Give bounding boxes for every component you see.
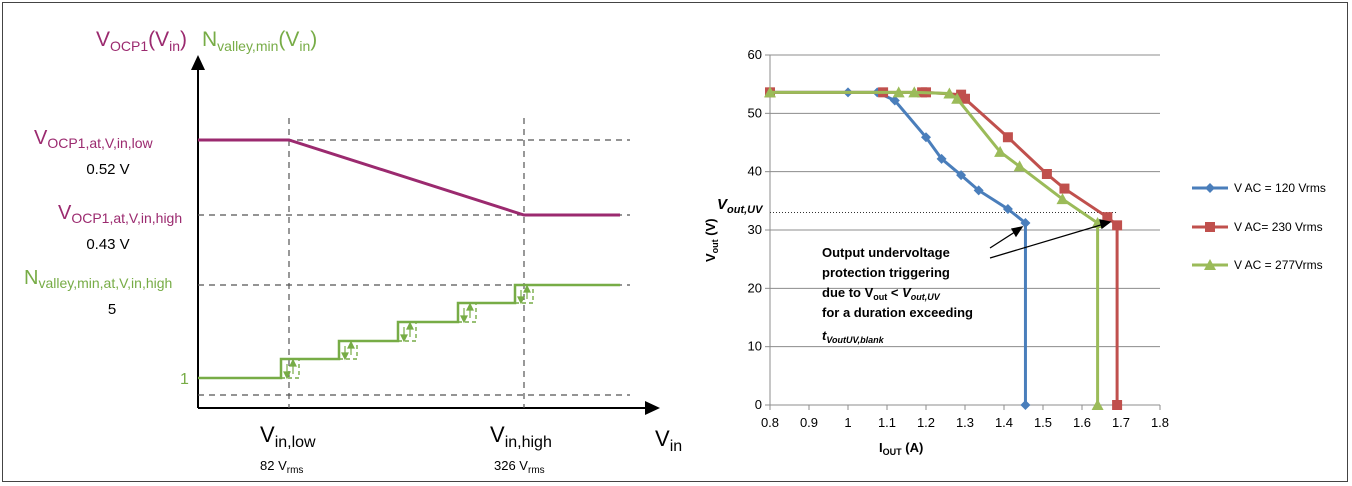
legend-item-1: V AC = 120 Vrms xyxy=(1192,181,1326,195)
annotation-line-1: Output undervoltage xyxy=(822,245,950,260)
data-point-3 xyxy=(892,86,905,98)
ocp-curve xyxy=(198,138,620,217)
data-point-1 xyxy=(1020,218,1031,228)
legend-swatch-marker xyxy=(1204,259,1216,270)
data-point-2 xyxy=(1002,132,1013,143)
data-point-3 xyxy=(1056,193,1069,205)
y-tick-label: 50 xyxy=(748,105,762,120)
annotation-line-5: tVoutUV,blank xyxy=(822,328,885,345)
data-point-3 xyxy=(908,86,921,98)
x-label-vin-low: Vin,low xyxy=(260,422,316,451)
x-title-vin: Vin xyxy=(655,426,682,455)
x-axis-title: IOUT (A) xyxy=(879,440,923,457)
valley-high-value: 5 xyxy=(108,301,116,318)
data-point-3 xyxy=(951,92,964,104)
uv-annotation: Output undervoltage protection triggerin… xyxy=(822,245,973,345)
series-3 xyxy=(764,86,1104,410)
data-point-2 xyxy=(1059,183,1070,194)
x-tick-label: 1.7 xyxy=(1112,415,1130,430)
chart-series xyxy=(764,86,1123,410)
data-point-3 xyxy=(994,145,1007,157)
chart-axes xyxy=(765,54,1161,410)
legend-label: V AC = 277Vrms xyxy=(1234,258,1323,272)
legend-item-2: V AC= 230 Vrms xyxy=(1192,220,1323,234)
x-tick-label: 1.8 xyxy=(1151,415,1169,430)
legend-label: V AC = 120 Vrms xyxy=(1234,181,1326,195)
x-tick-label: 0.9 xyxy=(800,415,818,430)
annotation-line-3: due to Vout < Vout,UV xyxy=(822,285,941,302)
data-point-3 xyxy=(764,86,776,98)
ocp-low-value: 0.52 V xyxy=(86,161,129,178)
x-tick-label: 1.3 xyxy=(956,415,974,430)
valley-staircase xyxy=(198,283,620,380)
valley-high-label: Nvalley,min,at,V,in,high xyxy=(24,267,172,291)
x-tick-label: 1.6 xyxy=(1073,415,1091,430)
legend-label: V AC= 230 Vrms xyxy=(1234,220,1323,234)
chart-tick-labels: 0 10 20 30 40 50 60 0.8 0.9 1 1.1 1.2 1.3 1.4 1.5 1.6 1.… xyxy=(748,47,1170,430)
data-point-2 xyxy=(1041,169,1052,179)
chart-legend: V AC = 120 Vrms V AC= 230 Vrms V AC = 277V… xyxy=(1192,181,1326,272)
y-title-ocp: VOCP1(Vin) xyxy=(96,28,187,54)
diagram-x-arrow xyxy=(645,401,660,415)
data-point-2 xyxy=(960,93,970,104)
y-tick-label: 10 xyxy=(748,339,762,354)
x-tick-label: 1.1 xyxy=(878,415,896,430)
diagram-y-arrow xyxy=(191,55,205,70)
x-tick-label: 1.4 xyxy=(995,415,1013,430)
ocp-valley-diagram: VOCP1(Vin) Nvalley,min(Vin) VOCP1,at,V,i… xyxy=(24,28,682,476)
valley-low-value: 1 xyxy=(180,371,189,388)
annotation-arrows xyxy=(989,219,1112,259)
y-tick-label: 30 xyxy=(748,222,762,237)
legend-swatch-marker xyxy=(1205,222,1215,232)
valley-hysteresis-steps xyxy=(281,285,534,379)
data-point-1 xyxy=(1002,204,1013,214)
data-point-2 xyxy=(1112,220,1123,231)
ocp-high-value: 0.43 V xyxy=(86,236,129,253)
y-tick-label: 20 xyxy=(748,280,762,295)
data-point-1 xyxy=(956,170,967,181)
x-tick-label: 1 xyxy=(844,415,851,430)
legend-swatch-marker xyxy=(1205,183,1215,193)
vout-uv-label: Vout,UV xyxy=(717,196,764,216)
y-tick-label: 60 xyxy=(748,47,762,62)
data-point-1 xyxy=(973,185,984,196)
y-tick-label: 0 xyxy=(755,397,762,412)
data-point-1 xyxy=(1020,400,1031,410)
y-title-valley: Nvalley,min(Vin) xyxy=(202,28,317,54)
data-point-2 xyxy=(1112,400,1123,410)
x-value-vin-high: 326 Vrms xyxy=(494,458,545,476)
x-value-vin-low: 82 Vrms xyxy=(260,458,303,476)
data-point-3 xyxy=(943,87,956,99)
ocp-high-label: VOCP1,at,V,in,high xyxy=(58,202,182,226)
data-point-2 xyxy=(1102,212,1113,223)
data-point-1 xyxy=(921,132,931,143)
data-point-1 xyxy=(936,153,947,164)
x-tick-label: 0.8 xyxy=(761,415,779,430)
x-tick-label: 1.2 xyxy=(917,415,935,430)
legend-item-3: V AC = 277Vrms xyxy=(1192,258,1323,272)
y-tick-label: 40 xyxy=(748,164,762,179)
series-line-3 xyxy=(770,90,1100,405)
x-label-vin-high: Vin,high xyxy=(490,422,552,451)
ocp-low-label: VOCP1,at,V,in,low xyxy=(34,127,154,151)
data-point-3 xyxy=(1091,399,1104,410)
data-point-1 xyxy=(889,95,900,106)
data-point-3 xyxy=(1013,160,1026,172)
chart-gridlines xyxy=(770,54,1160,348)
annotation-line-2: protection triggering xyxy=(822,265,950,280)
valley-step-arrows xyxy=(283,284,531,380)
annotation-line-4: for a duration exceeding xyxy=(822,305,973,320)
y-axis-title: Vout (V) xyxy=(703,218,720,262)
x-tick-label: 1.5 xyxy=(1034,415,1052,430)
